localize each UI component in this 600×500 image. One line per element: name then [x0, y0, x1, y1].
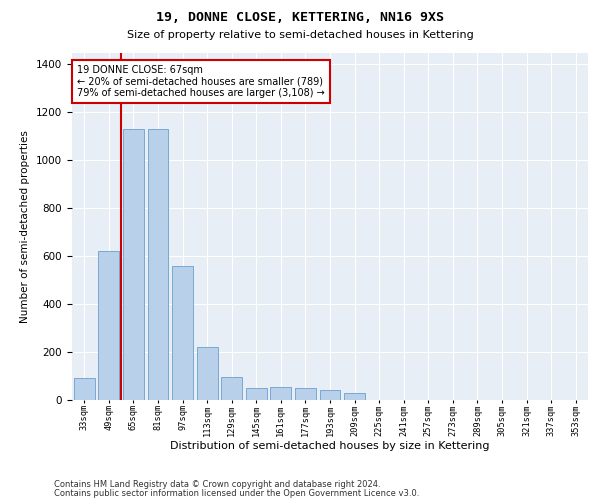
Bar	[98, 252, 119, 400]
Bar	[344, 393, 365, 400]
Bar	[295, 388, 316, 400]
Bar	[271, 387, 292, 400]
Text: Contains HM Land Registry data © Crown copyright and database right 2024.: Contains HM Land Registry data © Crown c…	[54, 480, 380, 489]
X-axis label: Distribution of semi-detached houses by size in Kettering: Distribution of semi-detached houses by …	[170, 441, 490, 451]
Bar	[246, 388, 267, 400]
Bar	[148, 129, 169, 400]
Text: Size of property relative to semi-detached houses in Kettering: Size of property relative to semi-detach…	[127, 30, 473, 40]
Text: 19, DONNE CLOSE, KETTERING, NN16 9XS: 19, DONNE CLOSE, KETTERING, NN16 9XS	[156, 11, 444, 24]
Bar	[74, 378, 95, 400]
Bar	[320, 390, 340, 400]
Bar	[172, 266, 193, 400]
Text: Contains public sector information licensed under the Open Government Licence v3: Contains public sector information licen…	[54, 488, 419, 498]
Text: 19 DONNE CLOSE: 67sqm
← 20% of semi-detached houses are smaller (789)
79% of sem: 19 DONNE CLOSE: 67sqm ← 20% of semi-deta…	[77, 64, 325, 98]
Bar	[197, 348, 218, 400]
Bar	[221, 377, 242, 400]
Bar	[123, 129, 144, 400]
Y-axis label: Number of semi-detached properties: Number of semi-detached properties	[20, 130, 31, 322]
